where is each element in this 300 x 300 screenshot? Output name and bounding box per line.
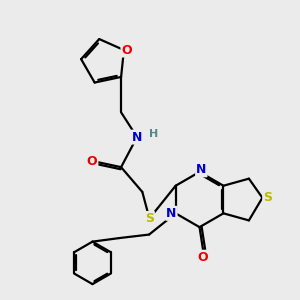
Text: O: O (87, 155, 98, 168)
Text: H: H (149, 129, 159, 139)
Text: O: O (122, 44, 132, 56)
Text: N: N (196, 163, 206, 176)
Text: S: S (145, 212, 154, 225)
Text: N: N (132, 130, 142, 144)
Text: N: N (166, 207, 177, 220)
Text: O: O (198, 251, 208, 264)
Text: S: S (263, 191, 272, 204)
